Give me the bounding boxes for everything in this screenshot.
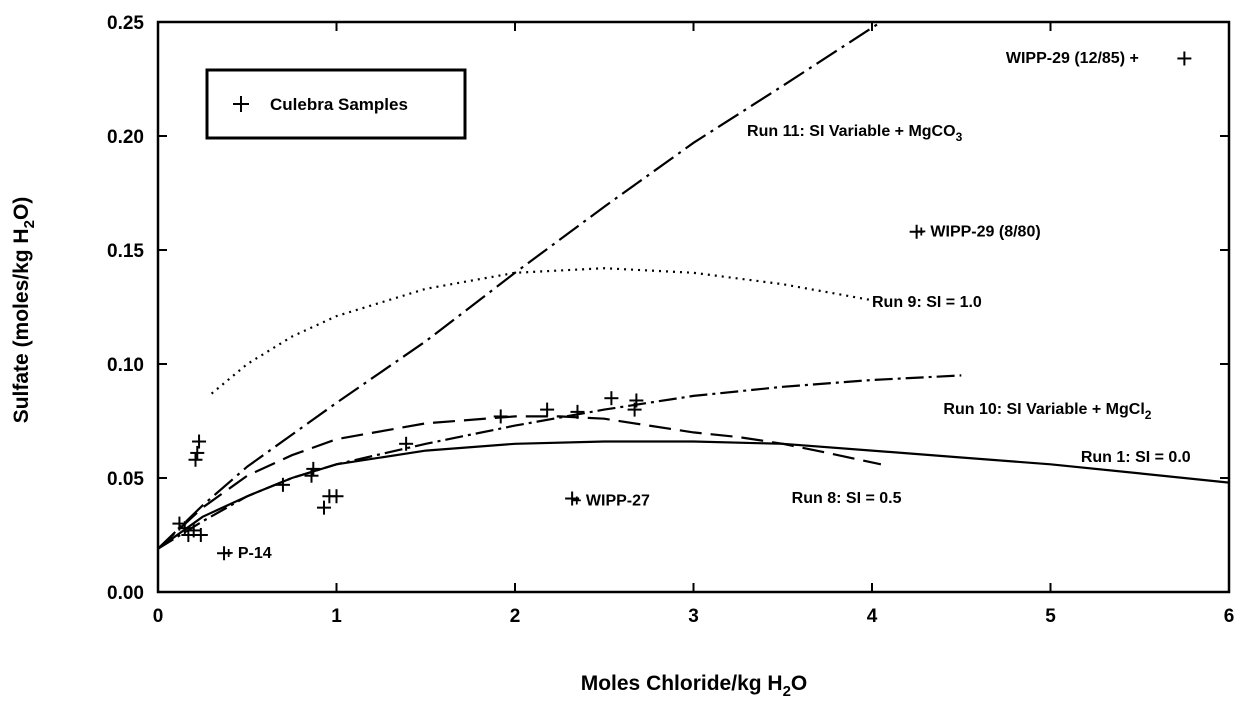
y-tick-label: 0.20 xyxy=(107,127,144,148)
series-layer xyxy=(157,21,1230,550)
y-tick-label: 0.00 xyxy=(107,583,144,604)
series-line xyxy=(210,267,873,395)
marker-layer xyxy=(172,51,1192,561)
annotation-label: + P-14 xyxy=(224,545,272,562)
y-tick-label: 0.15 xyxy=(107,241,144,262)
series-line xyxy=(157,374,962,550)
annotation-layer: Run 11: SI Variable + MgCO3 WIPP-29 (12/8… xyxy=(224,50,1191,562)
x-tick-label: 0 xyxy=(153,606,164,627)
sample-point xyxy=(1177,51,1192,66)
sample-point xyxy=(192,434,207,449)
y-tick-label: 0.25 xyxy=(107,13,144,34)
sample-point xyxy=(570,404,585,419)
sample-point xyxy=(399,436,414,451)
sample-point xyxy=(329,489,344,504)
x-tick-label: 2 xyxy=(510,606,521,627)
sample-point xyxy=(188,452,203,467)
sample-point xyxy=(604,391,619,406)
sample-point xyxy=(317,500,332,515)
y-axis-title: Sulfate (moles/kg H2O) xyxy=(10,197,38,424)
sample-point xyxy=(193,528,208,542)
x-axis-title: Moles Chloride/kg H2O xyxy=(581,672,808,700)
sample-point xyxy=(493,409,508,424)
legend: Culebra Samples xyxy=(205,68,467,140)
annotation-label: Run 9: SI = 1.0 xyxy=(872,294,982,311)
x-tick-label: 6 xyxy=(1224,606,1235,627)
annotation-label: Run 8: SI = 0.5 xyxy=(792,490,902,507)
annotation-label: Run 11: SI Variable + MgCO3 xyxy=(747,123,963,144)
x-tick-label: 3 xyxy=(688,606,699,627)
annotation-label: + WIPP-27 xyxy=(572,492,650,509)
sample-point xyxy=(186,523,201,538)
series-line xyxy=(157,440,1230,550)
annotation-label: Run 1: SI = 0.0 xyxy=(1081,449,1191,466)
legend-label: Culebra Samples xyxy=(270,95,408,114)
annotation-label: + WIPP-29 (8/80) xyxy=(917,223,1041,240)
annotation-label: Run 10: SI Variable + MgCl2 xyxy=(943,401,1151,422)
sample-point xyxy=(540,402,555,417)
sample-point xyxy=(629,393,644,408)
annotation-label: WIPP-29 (12/85) + xyxy=(1006,50,1139,67)
sample-point xyxy=(217,546,232,561)
series-line xyxy=(157,21,882,550)
sample-point xyxy=(306,461,321,476)
tick-layer: 0 1 2 3 4 5 6 0.00 0.05 0.10 0.15 0.20 0.25 xyxy=(107,13,1234,627)
x-tick-label: 1 xyxy=(331,606,342,627)
x-tick-label: 5 xyxy=(1045,606,1056,627)
y-tick-label: 0.05 xyxy=(107,469,144,490)
sample-point xyxy=(565,491,580,506)
sample-point xyxy=(627,402,642,417)
y-tick-label: 0.10 xyxy=(107,355,144,376)
x-tick-label: 4 xyxy=(867,606,878,627)
sample-point xyxy=(275,477,290,492)
sample-point xyxy=(190,445,205,460)
legend-box xyxy=(205,68,467,140)
series-line xyxy=(157,415,882,550)
sample-point xyxy=(304,468,319,483)
sample-point xyxy=(909,224,924,239)
sample-point xyxy=(177,521,192,536)
